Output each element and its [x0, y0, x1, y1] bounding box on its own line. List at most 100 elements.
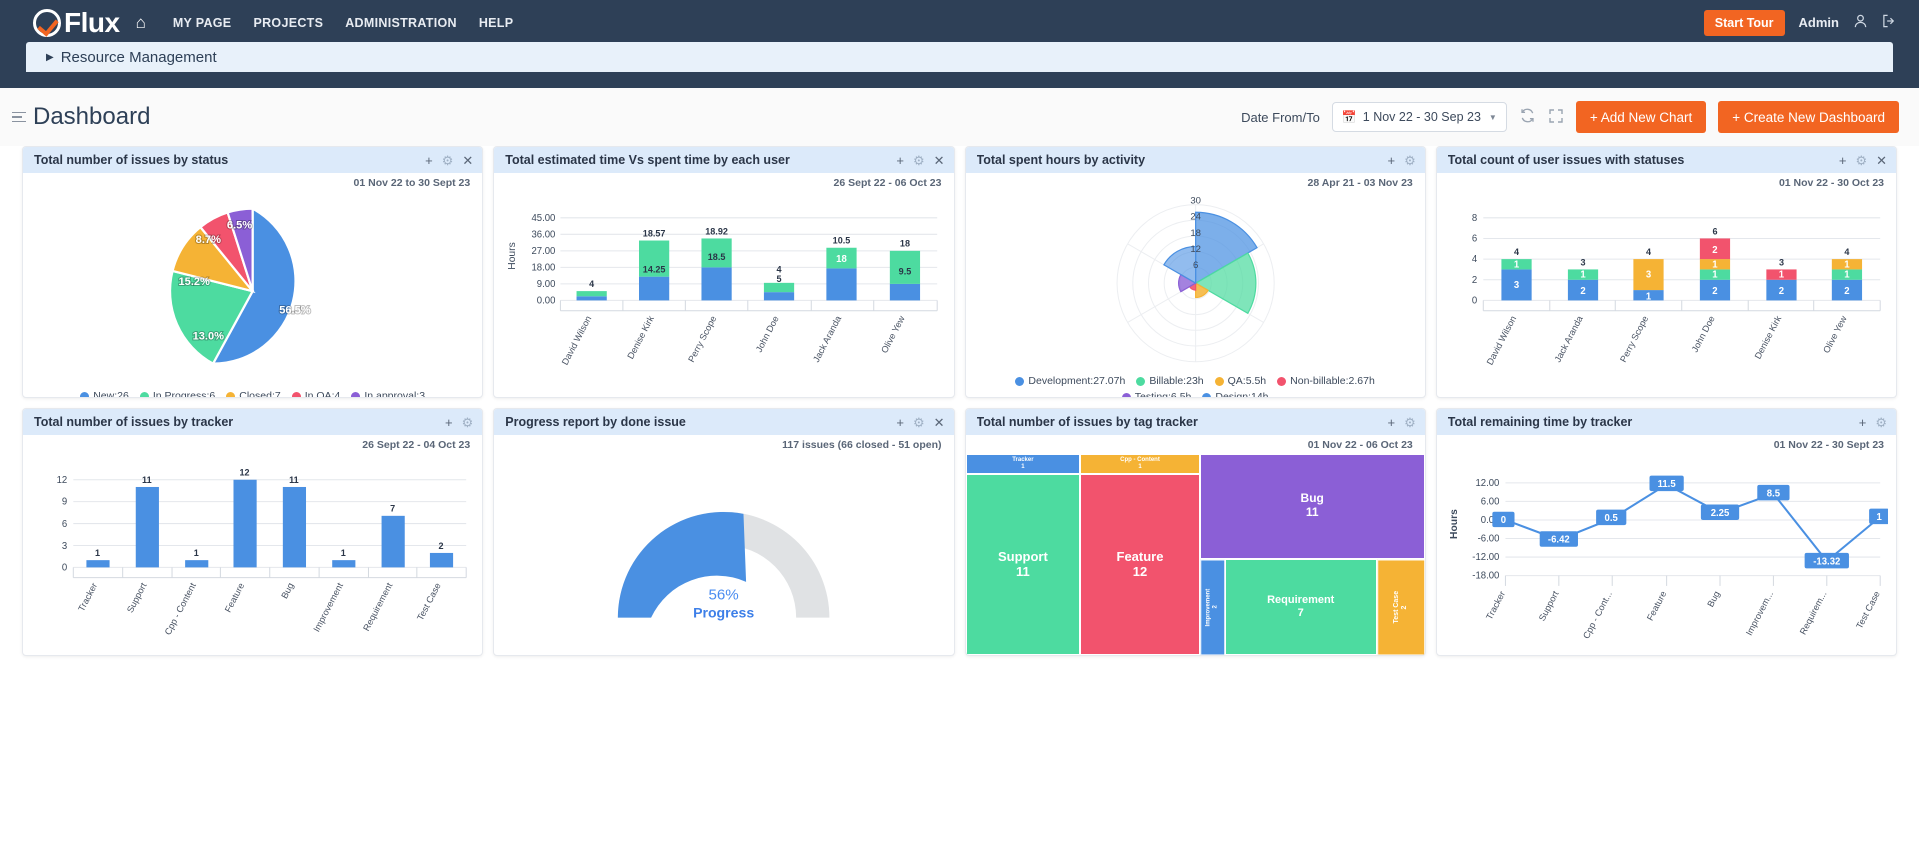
y-tick-3: 27.00 [532, 246, 556, 257]
x-tick-1: Support [125, 581, 149, 615]
legend-item-new[interactable]: New:26 [80, 390, 129, 397]
x-tick-1: Denise Kirk [626, 314, 657, 361]
legend-item-design[interactable]: Design:14h [1202, 391, 1269, 397]
legend-item-development[interactable]: Development:27.07h [1015, 375, 1125, 387]
legend-item-testing[interactable]: Testing:6.5h [1121, 391, 1191, 397]
gear-icon[interactable]: ⚙ [1404, 414, 1416, 430]
gear-icon[interactable]: ⚙ [1875, 414, 1887, 430]
card-body: 01 Nov 22 to 30 Sept 23 56.5% [23, 173, 482, 398]
date-range-picker[interactable]: 📅 1 Nov 22 - 30 Sep 23 ▼ [1331, 102, 1507, 132]
plus-icon[interactable]: + [425, 152, 433, 168]
x-tick-2: Perry Scope [1618, 314, 1650, 364]
y-tick-6: 6.00 [1481, 496, 1500, 507]
plus-icon[interactable]: + [445, 414, 453, 430]
logout-icon[interactable] [1882, 13, 1897, 32]
home-icon[interactable]: ⌂ [135, 13, 146, 32]
nav-link-projects[interactable]: PROJECTS [253, 15, 324, 30]
legend-item-in-progress[interactable]: In Progress:6 [139, 390, 215, 397]
nav-link-administration[interactable]: ADMINISTRATION [345, 15, 457, 30]
plus-icon[interactable]: + [896, 152, 904, 168]
breadcrumb-label: Resource Management [60, 48, 217, 66]
bar-total-label: 3 [1580, 257, 1585, 267]
bar-segment-qa: 1 [1844, 270, 1850, 281]
create-new-dashboard-button[interactable]: + Create New Dashboard [1718, 101, 1899, 133]
bar-group-olive-yew: 18 9.5 [890, 239, 921, 301]
date-range-value: 1 Nov 22 - 30 Sep 23 [1362, 110, 1481, 124]
y-tick-8: 8 [1472, 213, 1477, 224]
legend-label: QA:5.5h [1227, 375, 1267, 388]
close-icon[interactable]: ✕ [933, 414, 945, 430]
gear-icon[interactable]: ⚙ [441, 152, 454, 168]
pie-label-in-progress: 13.0% [193, 331, 225, 343]
estimated-vs-spent-bar-chart[interactable]: Hours 0.00 9.00 18.00 27.00 [502, 192, 945, 397]
nav-link-my-page[interactable]: MY PAGE [172, 15, 232, 30]
nav-right-group: Start Tour Admin [1703, 0, 1897, 45]
legend-item-billable[interactable]: Billable:23h [1136, 375, 1204, 387]
bar-total-label: 4 [1844, 247, 1850, 257]
x-tick-5: Olive Yew [880, 314, 908, 355]
remaining-time-line-chart[interactable]: Hours -18.00 -12.00 -6.00 0.00 6.00 [1445, 454, 1890, 655]
treemap-cell-requirement[interactable]: Requirement 7 [1224, 558, 1377, 655]
point-label-improvement: 8.5 [1757, 484, 1790, 501]
card-issue-summary: 117 issues (66 closed - 51 open) [782, 439, 942, 451]
legend-label: Closed:7 [239, 390, 281, 398]
polar-area-chart[interactable]: 30 24 18 12 6 [974, 192, 1417, 373]
pie-chart[interactable]: 56.5% 13.0% 15.2% 8.7% 6.5% [31, 192, 474, 388]
bar-segment-progress: 2 [1712, 245, 1717, 256]
bar-total-label: 4 [589, 279, 595, 289]
plus-icon[interactable]: + [1387, 152, 1396, 168]
y-tick-0: 0.00 [537, 295, 556, 306]
gear-icon[interactable]: ⚙ [912, 152, 925, 168]
app-logo[interactable]: Flux [33, 7, 120, 39]
treemap-cell-bug[interactable]: Bug 11 [1199, 454, 1425, 559]
user-status-bar-chart[interactable]: 0 2 4 6 8 [1445, 192, 1888, 397]
user-icon[interactable] [1853, 13, 1868, 32]
bar-segment-qa: 1 [1712, 270, 1718, 281]
treemap-chart[interactable]: Tracker 1 Cpp - Content 1 Support 11 [965, 454, 1425, 655]
legend-label: In QA:4 [304, 390, 341, 398]
legend-item-qa[interactable]: QA:5.5h [1214, 375, 1267, 388]
close-icon[interactable]: ✕ [1876, 152, 1887, 168]
plus-icon[interactable]: + [1838, 152, 1847, 168]
treemap-cell-feature[interactable]: Feature 12 [1080, 474, 1200, 655]
progress-gauge[interactable]: 56% Progress [502, 454, 945, 655]
legend-label: Development:27.07h [1028, 375, 1126, 388]
x-tick-3: Feature [1645, 589, 1668, 622]
legend-item-in-approval[interactable]: In approval:3 [351, 390, 425, 397]
y-tick-0: 0 [62, 562, 67, 573]
admin-user-label[interactable]: Admin [1798, 15, 1839, 30]
close-icon[interactable]: ✕ [462, 152, 474, 168]
treemap-cell-cpp-content[interactable]: Cpp - Content 1 [1080, 454, 1200, 475]
chevron-down-icon: ▼ [1488, 112, 1497, 122]
gear-icon[interactable]: ⚙ [1404, 152, 1416, 168]
add-new-chart-button[interactable]: + Add New Chart [1575, 101, 1707, 133]
nav-link-help[interactable]: HELP [478, 15, 514, 30]
treemap-cell-improvement[interactable]: Improvement 2 [1199, 558, 1225, 655]
legend-item-non-billable[interactable]: Non-billable:2.67h [1277, 375, 1375, 387]
legend-item-closed[interactable]: Closed:7 [226, 390, 281, 398]
gear-icon[interactable]: ⚙ [1855, 152, 1868, 168]
start-tour-button[interactable]: Start Tour [1703, 9, 1785, 36]
plus-icon[interactable]: + [1858, 414, 1867, 430]
treemap-cell-support[interactable]: Support 11 [965, 474, 1081, 655]
legend-item-in-qa[interactable]: In QA:4 [291, 390, 341, 398]
treemap-cell-tracker[interactable]: Tracker 1 [965, 454, 1081, 475]
gear-icon[interactable]: ⚙ [461, 414, 474, 430]
menu-icon[interactable] [12, 111, 26, 123]
tracker-bar-chart[interactable]: 0 3 6 9 12 [31, 454, 474, 655]
bar-improvement [332, 560, 356, 568]
x-tick-0: David Wilson [1485, 314, 1518, 367]
fullscreen-icon[interactable] [1548, 108, 1564, 127]
refresh-icon[interactable] [1519, 107, 1536, 127]
close-icon[interactable]: ✕ [933, 152, 945, 168]
point-value: 11.5 [1657, 479, 1676, 490]
breadcrumb[interactable]: ▶ Resource Management [26, 42, 1893, 72]
x-tick-4: Bug [279, 581, 295, 600]
gear-icon[interactable]: ⚙ [912, 414, 925, 430]
treemap-cell-test-case[interactable]: Test Case 2 [1376, 558, 1425, 655]
plus-icon[interactable]: + [1387, 414, 1396, 430]
plus-icon[interactable]: + [896, 414, 904, 430]
bar-total-label: 18.92 [706, 226, 729, 236]
y-tick-0: 0 [1472, 295, 1477, 306]
card-header: Total spent hours by activity + ⚙ [965, 147, 1425, 173]
